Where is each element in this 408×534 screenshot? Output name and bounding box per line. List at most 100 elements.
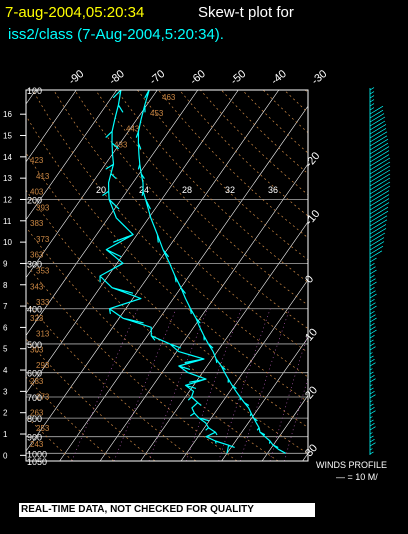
wind-barb <box>369 105 384 115</box>
wind-barb <box>369 138 389 151</box>
wind-barb <box>369 410 376 415</box>
adiabat-label: 453 <box>150 109 164 118</box>
wind-barb <box>369 169 391 183</box>
height-label: 13 <box>3 174 12 183</box>
dry-adiabat-line <box>26 338 156 461</box>
dry-adiabat-line <box>242 90 308 154</box>
wind-barb <box>369 314 376 319</box>
wind-barb <box>369 128 387 139</box>
pressure-label: 1050 <box>27 457 47 467</box>
wind-barb <box>369 177 391 191</box>
wind-barb <box>369 384 373 387</box>
isotherm-label: 28 <box>182 185 192 195</box>
wind-barb <box>369 371 374 375</box>
height-label: 1 <box>3 430 8 439</box>
winds-scale-label: — = 10 M/ <box>336 472 378 482</box>
adiabat-label: 403 <box>30 188 44 197</box>
adiabat-label: 333 <box>36 298 50 307</box>
wind-barb <box>369 219 388 231</box>
wind-barb <box>369 293 377 299</box>
wind-barb <box>369 387 374 391</box>
wind-barb <box>369 146 390 159</box>
adiabat-label: 373 <box>36 235 50 244</box>
wind-barb <box>369 368 373 371</box>
wind-barb <box>369 298 375 303</box>
wind-barb <box>369 150 390 163</box>
dry-adiabat-line <box>26 415 74 461</box>
mixing-ratio-line <box>269 332 308 461</box>
wind-barb <box>369 103 375 107</box>
isotherm-line <box>140 221 308 461</box>
pressure-label: 900 <box>27 433 42 443</box>
adiabat-label: 423 <box>30 156 44 165</box>
dry-adiabat-line <box>26 152 308 428</box>
isotherm-line <box>26 90 77 163</box>
wind-barb <box>369 326 376 331</box>
isotherm-line <box>26 90 239 394</box>
wind-barb <box>369 131 388 143</box>
wind-barb <box>369 334 375 339</box>
pressure-label: 800 <box>27 414 42 424</box>
wind-barb <box>369 165 391 179</box>
wind-barb <box>369 374 375 379</box>
wind-barb <box>369 120 386 131</box>
temperature-profile <box>135 90 286 454</box>
adiabat-label: 303 <box>30 345 44 354</box>
wind-barb <box>369 202 390 215</box>
mixing-ratio-line <box>71 308 138 461</box>
dry-adiabat-line <box>53 90 308 353</box>
top-temperature-label: -90 <box>67 68 87 87</box>
adiabat-label: 313 <box>36 330 50 339</box>
wind-barb <box>369 250 383 259</box>
isotherm-line <box>180 279 308 461</box>
wind-barb <box>369 432 373 435</box>
wind-barb <box>369 339 374 343</box>
adiabat-label: 323 <box>30 314 44 323</box>
wind-barb <box>369 269 377 275</box>
dry-adiabat-line <box>283 90 308 113</box>
adiabat-label: 293 <box>36 361 50 370</box>
pressure-label: 100 <box>27 86 42 96</box>
wind-barb <box>369 352 373 355</box>
pressure-label: 600 <box>27 369 42 379</box>
wind-profile <box>369 87 391 455</box>
height-label: 5 <box>3 345 8 354</box>
height-label: 0 <box>3 451 8 460</box>
wind-barb <box>369 232 386 243</box>
wind-barb <box>369 181 391 195</box>
isotherm-line <box>99 163 308 461</box>
wind-barb <box>369 435 374 439</box>
adiabat-label: 353 <box>36 267 50 276</box>
wind-barb <box>369 206 389 219</box>
diagram-grid <box>26 90 408 461</box>
height-label: 4 <box>3 366 8 375</box>
adiabat-label: 263 <box>30 408 44 417</box>
dry-adiabat-line <box>95 90 308 306</box>
wind-barb <box>369 426 376 431</box>
wind-barb <box>369 358 375 363</box>
adiabat-label: 363 <box>30 251 44 260</box>
wind-barb <box>369 116 386 127</box>
adiabat-label: 243 <box>30 440 44 449</box>
isotherm-line <box>221 337 308 461</box>
adiabat-label: 433 <box>114 140 128 149</box>
wind-barb <box>369 305 377 311</box>
wind-barb <box>369 274 375 279</box>
dry-adiabat-line <box>26 263 238 461</box>
isotherm-line <box>343 90 408 461</box>
adiabat-label: 343 <box>30 282 44 291</box>
wind-barb <box>369 135 388 147</box>
wind-barb <box>369 451 374 455</box>
isotherm-label: 24 <box>139 185 149 195</box>
dry-adiabat-line <box>26 189 308 455</box>
pressure-label: 300 <box>27 259 42 269</box>
wind-barb <box>369 362 376 367</box>
isotherm-line <box>59 105 308 461</box>
wind-barb <box>369 142 389 155</box>
wind-barb <box>369 302 376 307</box>
top-temperature-label: -80 <box>107 68 127 87</box>
top-temperature-label: -40 <box>269 68 289 87</box>
wind-barb <box>369 448 373 451</box>
wind-barb <box>369 190 390 203</box>
wind-barb <box>369 154 390 167</box>
